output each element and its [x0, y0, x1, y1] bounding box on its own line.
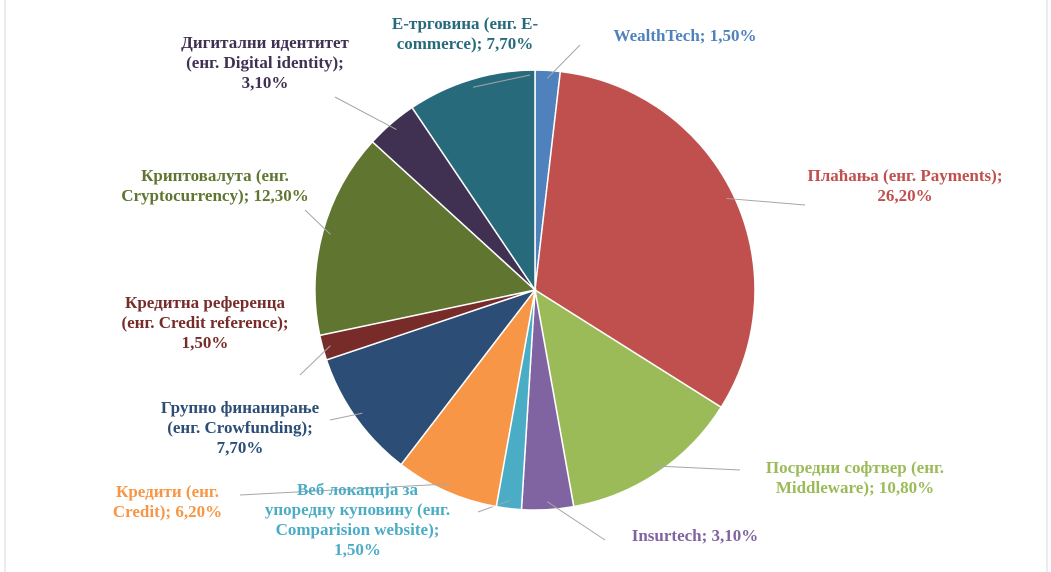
leader-line	[726, 197, 806, 206]
pie-slice	[400, 289, 536, 508]
label-value: 1,50%	[709, 26, 757, 45]
label-category: Веб локација за упоредну куповину (енг. …	[264, 480, 451, 539]
label-category: Дигитални идентитет (енг. Digital identi…	[181, 33, 349, 72]
leader-line	[334, 96, 397, 130]
data-label: Веб локација за упоредну куповину (енг. …	[260, 480, 455, 560]
leader-line	[304, 209, 331, 235]
label-value: 7,70%	[216, 438, 264, 457]
label-category: Плаћања (енг. Payments);	[807, 166, 1003, 185]
leader-line	[329, 412, 363, 421]
leader-line	[546, 501, 606, 541]
data-label: Плаћања (енг. Payments); 26,20%	[790, 166, 1020, 206]
label-category: Кредити (енг. Credit);	[112, 482, 219, 521]
label-category: Insurtech;	[631, 526, 708, 545]
data-label: WealthTech; 1,50%	[585, 26, 785, 46]
leader-line	[653, 465, 741, 471]
leader-line	[546, 44, 581, 79]
data-label: Insurtech; 3,10%	[600, 526, 790, 546]
pie-slice	[325, 288, 538, 466]
label-value: 6,20%	[175, 502, 223, 521]
pie-slice	[314, 140, 537, 337]
data-label: Кредити (енг. Credit); 6,20%	[90, 482, 245, 522]
data-label: Дигитални идентитет (енг. Digital identi…	[170, 33, 360, 93]
label-value: 12,30%	[253, 186, 309, 205]
label-value: 7,70%	[486, 34, 534, 53]
label-category: Групно финанирање (енг. Crowfunding);	[160, 398, 320, 437]
label-category: WealthTech;	[613, 26, 706, 45]
chart-frame	[4, 0, 1048, 572]
data-label: Е-трговина (енг. E-commerce); 7,70%	[360, 14, 570, 54]
label-value: 1,50%	[334, 540, 381, 559]
pie-slice	[411, 69, 536, 293]
data-label: Групно финанирање (енг. Crowfunding); 7,…	[150, 398, 330, 458]
label-category: Кредитна референца (енг. Credit referenc…	[121, 293, 289, 332]
label-value: 3,10%	[241, 73, 289, 92]
label-category: Криптовалута (енг. Cryptocurrency);	[121, 166, 289, 205]
leader-line	[472, 74, 531, 88]
pie-slice	[533, 288, 723, 508]
data-label: Криптовалута (енг. Cryptocurrency); 12,3…	[110, 166, 320, 206]
data-label: Посредни софтвер (енг. Middleware); 10,8…	[730, 458, 980, 498]
label-value: 1,50%	[181, 333, 229, 352]
label-value: 3,10%	[711, 526, 759, 545]
pie-slice	[534, 70, 756, 409]
data-label: Кредитна референца (енг. Credit referenc…	[115, 293, 295, 353]
leader-line	[299, 345, 331, 376]
label-value: 10,80%	[878, 478, 935, 497]
label-category: Е-трговина (енг. E-commerce);	[391, 14, 539, 53]
label-value: 26,20%	[877, 186, 933, 205]
label-category: Посредни софтвер (енг. Middleware);	[765, 458, 945, 497]
leader-line	[239, 483, 450, 496]
